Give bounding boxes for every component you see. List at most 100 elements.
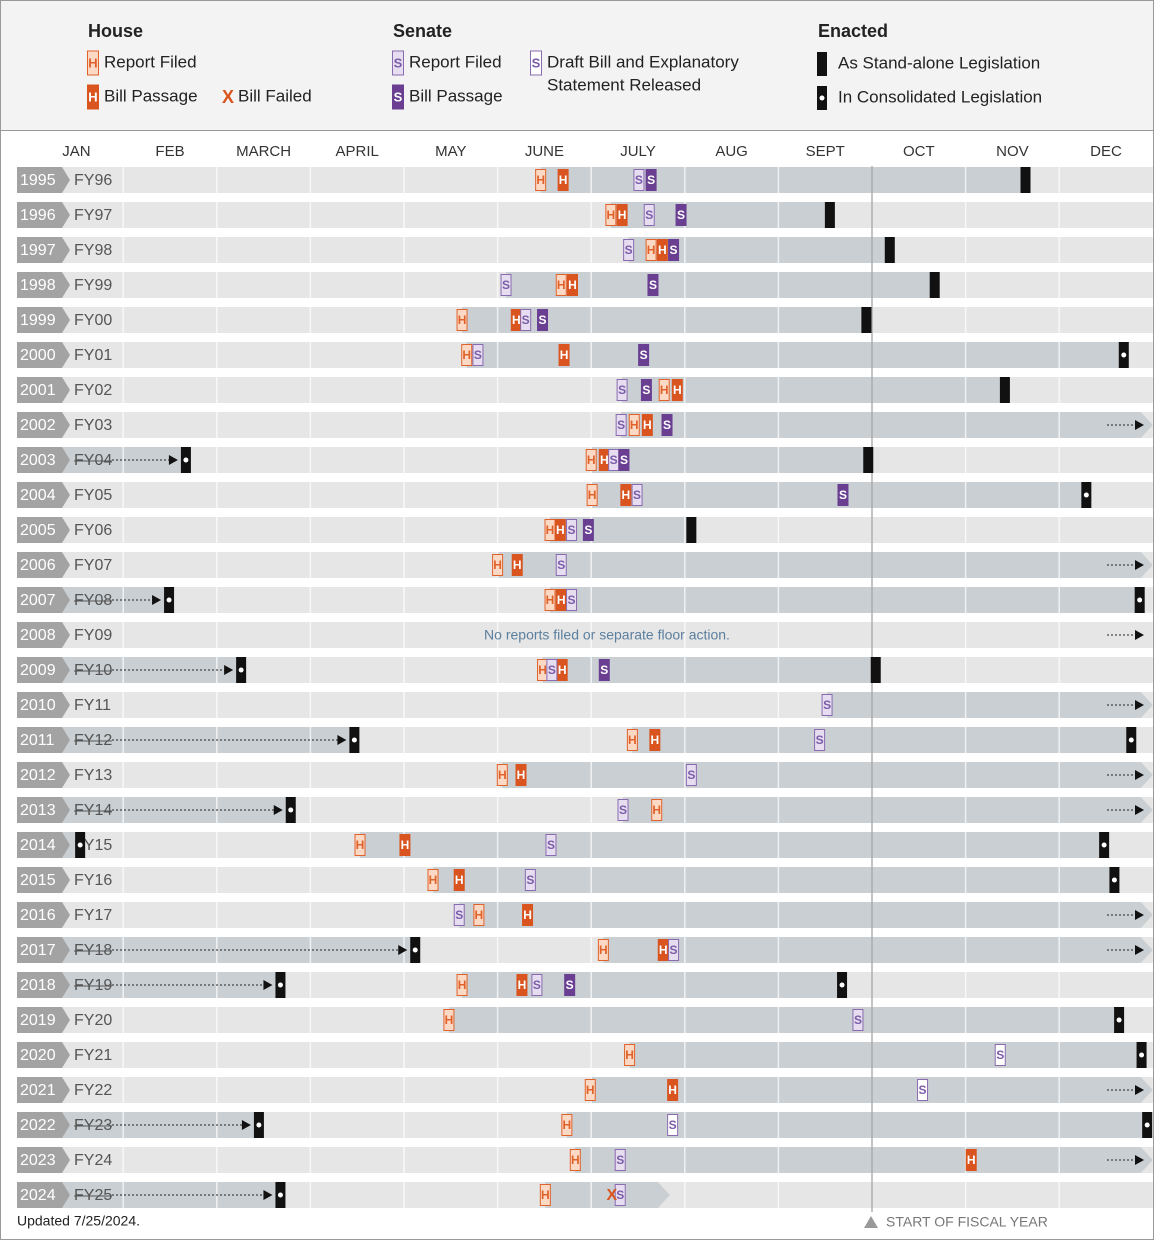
active-period bbox=[433, 867, 1115, 893]
year-tag bbox=[17, 937, 70, 963]
enacted-mark bbox=[999, 377, 1010, 403]
marker-letter: S bbox=[687, 768, 695, 782]
fy-label: FY97 bbox=[74, 207, 112, 224]
active-period bbox=[360, 832, 1105, 858]
marker-letter: H bbox=[571, 1153, 580, 1167]
legend-swatch bbox=[392, 50, 404, 76]
fy-label: FY03 bbox=[74, 417, 112, 434]
senate-passage-mark bbox=[645, 169, 657, 191]
legend-title: Senate bbox=[393, 21, 452, 41]
senate-draft-mark bbox=[667, 1114, 679, 1136]
year-tag bbox=[17, 1112, 70, 1138]
fiscal-marker bbox=[864, 1216, 878, 1228]
active-period bbox=[610, 202, 830, 228]
marker-letter: S bbox=[539, 313, 547, 327]
year-tag bbox=[17, 482, 70, 508]
marker-letter: H bbox=[498, 768, 507, 782]
enacted-mark bbox=[686, 517, 697, 543]
marker-letter: S bbox=[996, 1048, 1004, 1062]
marker-letter: H bbox=[512, 313, 521, 327]
house-report-mark bbox=[492, 554, 504, 576]
enacted-mark bbox=[824, 202, 835, 228]
house-passage-mark bbox=[656, 239, 668, 261]
marker-letter: H bbox=[517, 768, 526, 782]
month-label: JAN bbox=[62, 143, 90, 160]
fy-label: FY05 bbox=[74, 487, 112, 504]
marker-letter: H bbox=[559, 173, 568, 187]
senate-report-mark bbox=[633, 169, 645, 191]
legend-panel bbox=[0, 0, 1154, 131]
month-label: MAY bbox=[435, 143, 466, 160]
senate-draft-mark bbox=[917, 1079, 929, 1101]
year-tag bbox=[17, 272, 70, 298]
marker-letter: H bbox=[659, 943, 668, 957]
marker-letter: S bbox=[647, 173, 655, 187]
marker-letter: S bbox=[394, 89, 403, 104]
year-label: 2019 bbox=[20, 1012, 56, 1029]
carryover-arrowhead bbox=[337, 735, 347, 745]
house-passage-mark bbox=[399, 834, 411, 856]
house-report-mark bbox=[586, 484, 598, 506]
house-report-mark bbox=[626, 729, 638, 751]
senate-report-mark bbox=[531, 974, 543, 996]
fy-label: FY13 bbox=[74, 767, 112, 784]
legend-swatch bbox=[817, 52, 827, 76]
marker-letter: S bbox=[394, 55, 403, 70]
senate-report-mark bbox=[545, 834, 557, 856]
marker-letter: S bbox=[533, 978, 541, 992]
year-tag bbox=[17, 797, 70, 823]
carryover-arrowhead bbox=[398, 945, 408, 955]
year-tag bbox=[17, 342, 70, 368]
senate-report-mark bbox=[814, 729, 826, 751]
year-label: 2004 bbox=[20, 487, 56, 504]
legend-label: Bill Failed bbox=[238, 86, 312, 105]
enacted-mark bbox=[884, 237, 895, 263]
continues-arrowhead bbox=[1135, 1085, 1144, 1095]
house-report-mark bbox=[645, 239, 657, 261]
house-passage-mark bbox=[620, 484, 632, 506]
year-tag bbox=[17, 167, 70, 193]
marker-letter: H bbox=[621, 488, 630, 502]
active-period bbox=[621, 412, 1153, 438]
marker-letter: S bbox=[526, 873, 534, 887]
marker-letter: S bbox=[455, 908, 463, 922]
year-label: 2013 bbox=[20, 802, 56, 819]
marker-letter: S bbox=[649, 278, 657, 292]
marker-letter: S bbox=[645, 208, 653, 222]
year-label: 2012 bbox=[20, 767, 56, 784]
marker-letter: S bbox=[642, 383, 650, 397]
senate-report-mark bbox=[524, 869, 536, 891]
year-label: 2017 bbox=[20, 942, 56, 959]
year-label: 2014 bbox=[20, 837, 56, 854]
enacted-dot bbox=[1116, 1017, 1122, 1023]
legend-title: House bbox=[88, 21, 143, 41]
year-label: 2007 bbox=[20, 592, 56, 609]
marker-letter: S bbox=[663, 418, 671, 432]
active-period bbox=[591, 447, 869, 473]
marker-letter: S bbox=[919, 1083, 927, 1097]
house-passage-mark bbox=[641, 414, 653, 436]
active-period bbox=[542, 657, 876, 683]
senate-passage-mark bbox=[668, 239, 680, 261]
month-label: SEPT bbox=[806, 143, 845, 160]
continues-arrowhead bbox=[1135, 910, 1144, 920]
fy-label: FY99 bbox=[74, 277, 112, 294]
legend-label: Bill Passage bbox=[409, 86, 503, 105]
marker-letter: H bbox=[647, 243, 656, 257]
senate-passage-mark bbox=[638, 344, 650, 366]
year-label: 1998 bbox=[20, 277, 56, 294]
continues-arrowhead bbox=[1135, 630, 1144, 640]
house-passage-mark bbox=[566, 274, 578, 296]
house-report-mark bbox=[624, 1044, 636, 1066]
marker-letter: H bbox=[541, 1188, 550, 1202]
marker-letter: H bbox=[518, 978, 527, 992]
year-label: 2011 bbox=[20, 732, 55, 749]
marker-letter: S bbox=[568, 523, 576, 537]
house-report-mark bbox=[473, 904, 485, 926]
marker-letter: H bbox=[600, 453, 609, 467]
marker-letter: H bbox=[557, 593, 566, 607]
senate-report-mark bbox=[614, 1184, 626, 1206]
marker-letter: H bbox=[513, 558, 522, 572]
enacted-dot bbox=[1121, 352, 1127, 358]
year-label: 2022 bbox=[20, 1117, 56, 1134]
